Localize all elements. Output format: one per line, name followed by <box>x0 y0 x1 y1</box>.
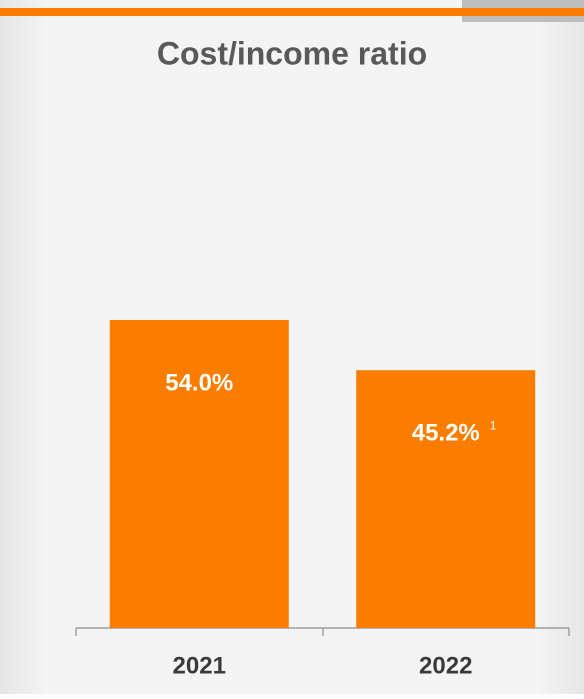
bar <box>109 320 289 628</box>
top-stripe <box>0 8 584 16</box>
footnote-marker: 1 <box>490 418 497 432</box>
value-label: 54.0% <box>165 369 233 396</box>
chart-title: Cost/income ratio <box>157 35 427 71</box>
x-tick-label: 2021 <box>173 652 226 679</box>
bar <box>356 370 536 628</box>
x-tick-label: 2022 <box>419 652 472 679</box>
value-label: 45.2% <box>412 420 480 447</box>
